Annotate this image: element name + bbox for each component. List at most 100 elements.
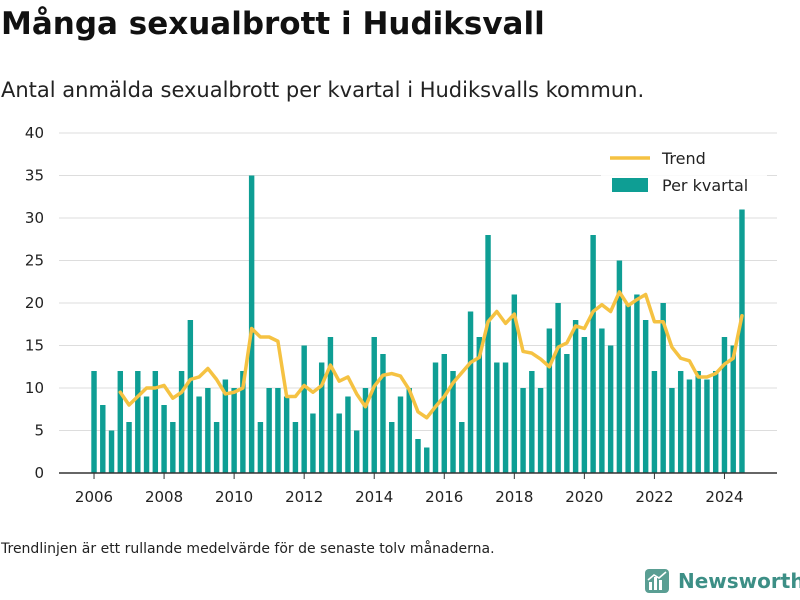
x-tick-label-2014: 2014 xyxy=(355,488,393,506)
y-tick-label-10: 10 xyxy=(25,379,44,397)
bar xyxy=(695,371,701,473)
bar xyxy=(222,379,229,473)
bar xyxy=(205,388,211,473)
footnote: Trendlinjen är ett rullande medelvärde f… xyxy=(1,541,495,557)
bar xyxy=(572,320,579,473)
bar xyxy=(616,260,623,473)
y-tick-label-25: 25 xyxy=(25,252,44,270)
bar xyxy=(240,371,246,473)
bar xyxy=(275,388,281,473)
x-tick-label-2008: 2008 xyxy=(145,488,183,506)
trend-line-group xyxy=(118,290,744,420)
bar xyxy=(283,396,290,473)
legend-background xyxy=(601,146,767,202)
x-tick-label-2020: 2020 xyxy=(565,488,603,506)
bar xyxy=(292,422,299,473)
y-tick-label-30: 30 xyxy=(25,209,44,227)
legend: Trend Per kvartal xyxy=(601,146,767,202)
y-tick-label-20: 20 xyxy=(25,294,44,312)
bar xyxy=(362,388,369,473)
bar xyxy=(187,320,194,473)
bar xyxy=(730,345,736,473)
bar xyxy=(494,362,500,473)
bar xyxy=(634,294,640,473)
bar xyxy=(607,345,614,473)
bar xyxy=(371,337,377,473)
y-tick-label-15: 15 xyxy=(25,337,44,355)
bar xyxy=(476,337,483,473)
bar xyxy=(721,337,728,473)
newsworthy-brand: Newsworthy xyxy=(678,569,800,593)
y-tick-label-5: 5 xyxy=(34,422,44,440)
bar xyxy=(625,303,631,473)
bar xyxy=(450,371,456,473)
bar xyxy=(441,354,447,473)
trend-line xyxy=(118,290,744,420)
bar xyxy=(590,235,596,473)
bar xyxy=(91,371,97,473)
bar xyxy=(143,396,150,473)
axes: 0 5 10 15 20 25 30 35 40 2006 2008 2010 2012 2014 2016… xyxy=(25,124,777,506)
x-tick-label-2022: 2022 xyxy=(635,488,673,506)
bar xyxy=(581,337,588,473)
bar xyxy=(564,354,570,473)
legend-label-per-kvartal: Per kvartal xyxy=(662,176,748,195)
bar xyxy=(546,328,553,473)
bar xyxy=(669,388,675,473)
bar xyxy=(318,362,325,473)
x-tick-label-2010: 2010 xyxy=(215,488,253,506)
bar xyxy=(336,413,342,473)
bar xyxy=(108,430,115,473)
per-kvartal-bars xyxy=(91,175,745,473)
chart-title: Många sexualbrott i Hudiksvall xyxy=(1,6,545,42)
bar xyxy=(686,379,693,473)
bar xyxy=(485,235,491,473)
bar xyxy=(677,371,684,473)
x-tick-label-2018: 2018 xyxy=(495,488,533,506)
bar xyxy=(196,396,202,473)
y-tick-label-0: 0 xyxy=(34,464,44,482)
bar xyxy=(170,422,176,473)
bar xyxy=(248,175,255,473)
bar xyxy=(406,388,412,473)
bar xyxy=(178,371,185,473)
bar xyxy=(353,430,360,473)
bar xyxy=(704,379,710,473)
bar xyxy=(739,209,745,473)
x-tick-label-2012: 2012 xyxy=(285,488,323,506)
bar xyxy=(712,371,719,473)
bar xyxy=(345,396,351,473)
bar xyxy=(502,362,509,473)
bar xyxy=(327,337,334,473)
bar xyxy=(432,362,439,473)
bar xyxy=(231,388,237,473)
bar xyxy=(660,303,666,473)
bar xyxy=(529,371,535,473)
bar xyxy=(117,371,124,473)
bar xyxy=(424,447,430,473)
bar xyxy=(459,422,465,473)
bar xyxy=(152,371,159,473)
y-tick-label-35: 35 xyxy=(25,167,44,185)
bar xyxy=(389,422,395,473)
newsworthy-logo-icon xyxy=(645,569,669,593)
newsworthy-logo: Newsworthy xyxy=(644,568,800,594)
bar xyxy=(555,303,561,473)
x-tick-label-2006: 2006 xyxy=(75,488,113,506)
bar xyxy=(301,345,307,473)
chart-subtitle: Antal anmälda sexualbrott per kvartal i … xyxy=(1,78,645,102)
bar xyxy=(257,422,264,473)
bar xyxy=(467,311,474,473)
bar xyxy=(397,396,404,473)
bar xyxy=(599,328,605,473)
bar xyxy=(651,371,658,473)
bar xyxy=(511,294,518,473)
legend-label-trend: Trend xyxy=(661,149,706,168)
bar xyxy=(135,371,141,473)
bar xyxy=(380,354,386,473)
legend-bar-swatch xyxy=(612,178,648,192)
bar-line-chart: 0 5 10 15 20 25 30 35 40 2006 2008 2010 2012 2014 2016… xyxy=(25,124,777,506)
bar xyxy=(415,439,421,473)
bar xyxy=(100,405,106,473)
bar xyxy=(520,388,526,473)
